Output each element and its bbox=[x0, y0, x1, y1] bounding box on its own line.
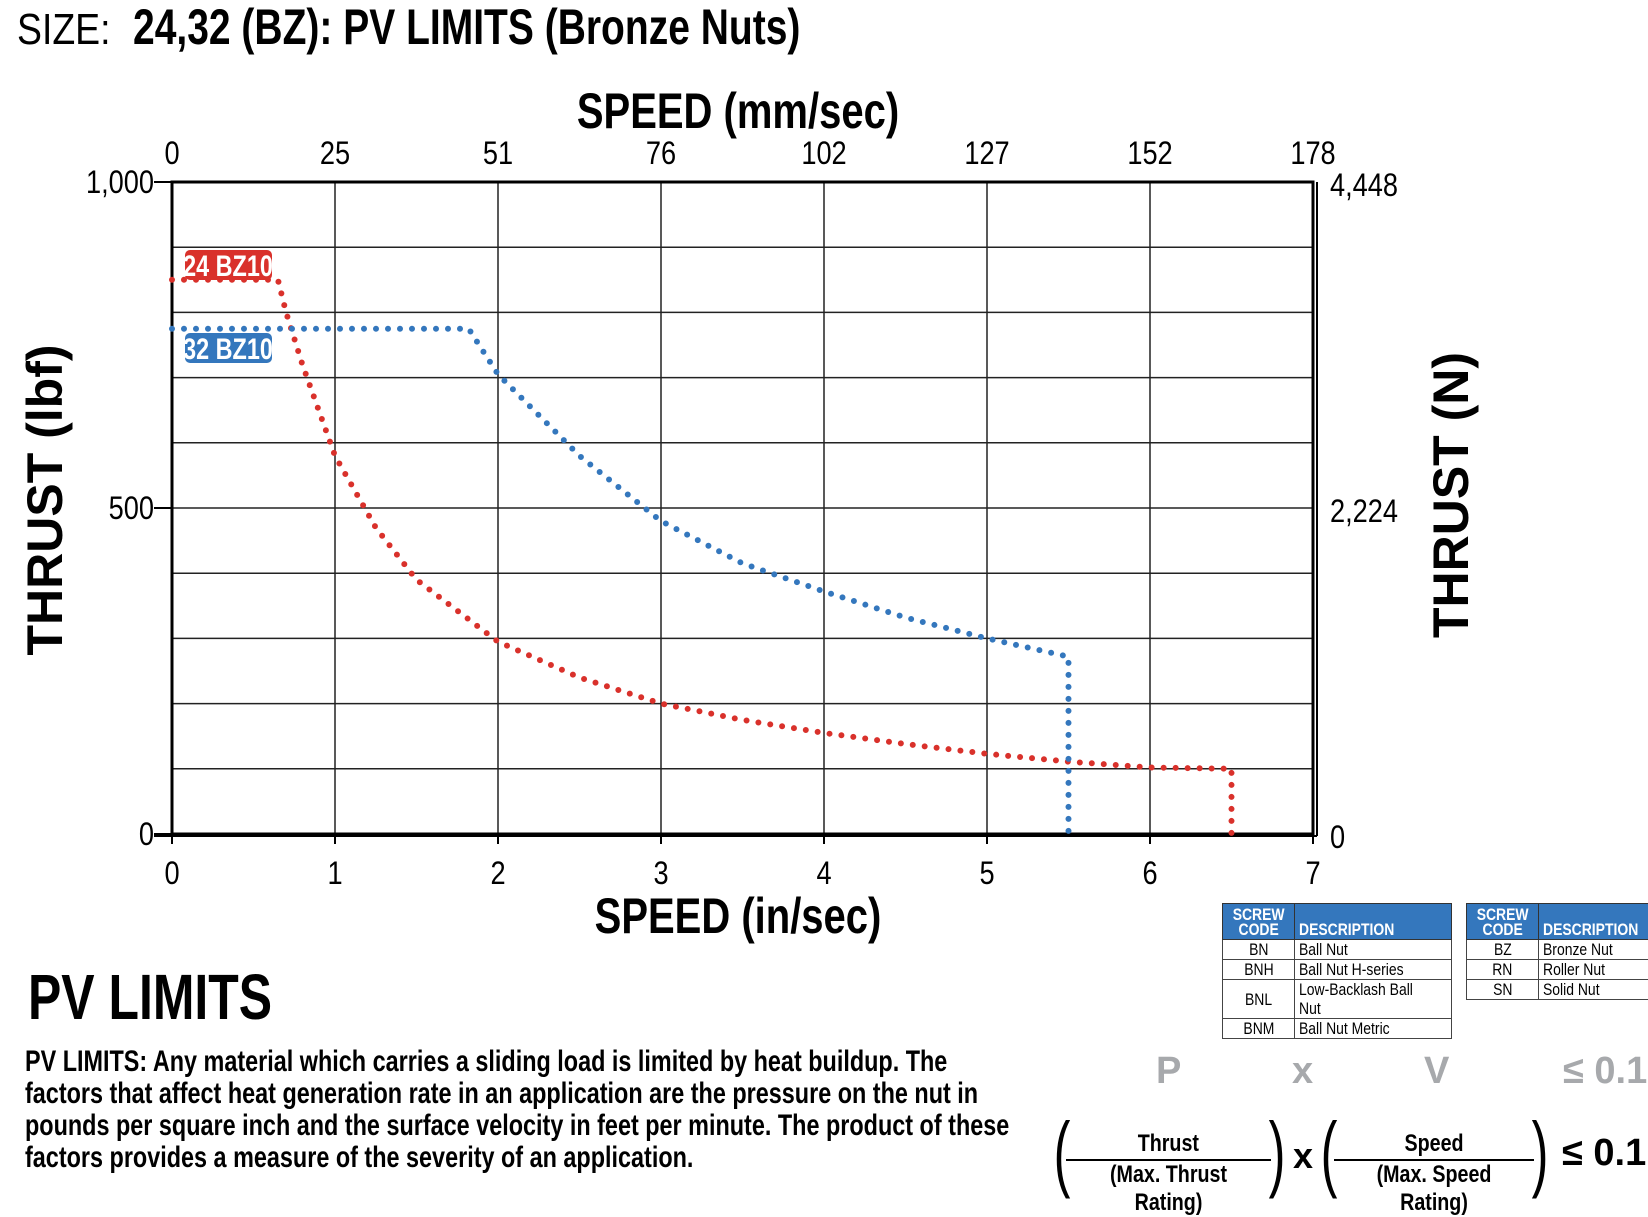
y-tick-label-group: 1,000 bbox=[86, 165, 154, 201]
y-tick-label: 0 bbox=[139, 817, 154, 853]
x-tick-label: 0 bbox=[164, 856, 179, 892]
x-axis-title-group: SPEED (in/sec) bbox=[595, 888, 882, 944]
series-label: 24 BZ10 bbox=[183, 249, 273, 282]
x-tick-label: 7 bbox=[1305, 856, 1320, 892]
x-tick-label: 3 bbox=[653, 856, 668, 892]
y-axis-title-group: THRUST (lbf) bbox=[17, 344, 73, 655]
screw-code-cell: SN bbox=[1467, 980, 1539, 1000]
x-tick-label-group: 0 bbox=[164, 856, 179, 892]
x-tick-label: 1 bbox=[327, 856, 342, 892]
x2-tick-label-group: 102 bbox=[801, 136, 846, 172]
x2-tick-label-group: 51 bbox=[483, 136, 513, 172]
x2-tick-label-group: 178 bbox=[1290, 136, 1335, 172]
x-tick-label-group: 5 bbox=[979, 856, 994, 892]
screw-code-cell: BN bbox=[1223, 940, 1295, 960]
x-tick-label: 6 bbox=[1142, 856, 1157, 892]
pv-heading-text: PV LIMITS bbox=[28, 960, 272, 1034]
x2-tick-label: 0 bbox=[164, 136, 179, 172]
x2-axis-title: SPEED (mm/sec) bbox=[577, 83, 899, 139]
y2-tick-label: 4,448 bbox=[1330, 168, 1398, 204]
y2-tick-label-group: 0 bbox=[1330, 820, 1345, 856]
pv-paragraph-text: PV LIMITS: Any material which carries a … bbox=[25, 1046, 1023, 1174]
x2-tick-label: 76 bbox=[646, 136, 676, 172]
x2-tick-label: 127 bbox=[964, 136, 1009, 172]
x2-tick-label-group: 152 bbox=[1127, 136, 1172, 172]
x-tick-label-group: 2 bbox=[490, 856, 505, 892]
screw-code-cell: BZ bbox=[1467, 940, 1539, 960]
paren-close: ) bbox=[1532, 1110, 1549, 1194]
screw-code-cell: RN bbox=[1467, 960, 1539, 980]
y-tick-label: 500 bbox=[109, 491, 154, 527]
formula-limit: ≤ 0.1 bbox=[1563, 1050, 1647, 1093]
formula-v: V bbox=[1424, 1050, 1449, 1093]
x-tick-label-group: 3 bbox=[653, 856, 668, 892]
x-tick-label-group: 6 bbox=[1142, 856, 1157, 892]
y-tick-label: 1,000 bbox=[86, 165, 154, 201]
description-cell: Low-Backlash Ball Nut bbox=[1295, 980, 1452, 1019]
x2-tick-label: 152 bbox=[1127, 136, 1172, 172]
description-cell: Solid Nut bbox=[1539, 980, 1648, 1000]
x2-axis-title-group: SPEED (mm/sec) bbox=[577, 83, 899, 139]
formula-limit-2: ≤ 0.1 bbox=[1562, 1132, 1646, 1175]
x-tick-label: 4 bbox=[816, 856, 831, 892]
x2-tick-label-group: 76 bbox=[646, 136, 676, 172]
x2-tick-label: 51 bbox=[483, 136, 513, 172]
pv-heading: PV LIMITS bbox=[28, 960, 341, 1034]
x-axis-title: SPEED (in/sec) bbox=[595, 888, 882, 944]
x2-tick-label-group: 0 bbox=[164, 136, 179, 172]
description-cell: Roller Nut bbox=[1539, 960, 1648, 980]
y-tick-label-group: 500 bbox=[109, 491, 154, 527]
x-tick-label-group: 4 bbox=[816, 856, 831, 892]
series-line-32-bz10 bbox=[172, 329, 1069, 834]
x2-tick-label: 102 bbox=[801, 136, 846, 172]
y2-tick-label-group: 4,448 bbox=[1330, 168, 1398, 204]
description-cell: Ball Nut H-series bbox=[1295, 960, 1452, 980]
x-tick-label-group: 1 bbox=[327, 856, 342, 892]
formula-p: P bbox=[1156, 1050, 1181, 1093]
paren-close: ) bbox=[1269, 1110, 1286, 1194]
x-tick-label: 2 bbox=[490, 856, 505, 892]
screw-code-cell: BNL bbox=[1223, 980, 1295, 1019]
description-cell: Ball Nut bbox=[1295, 940, 1452, 960]
screw-code-cell: BNM bbox=[1223, 1019, 1295, 1039]
series-line-24-bz10 bbox=[172, 280, 1232, 834]
x2-tick-label: 178 bbox=[1290, 136, 1335, 172]
y-tick-label-group: 0 bbox=[139, 817, 154, 853]
description-cell: Ball Nut Metric bbox=[1295, 1019, 1452, 1039]
y2-tick-label: 2,224 bbox=[1330, 494, 1398, 530]
x2-tick-label-group: 127 bbox=[964, 136, 1009, 172]
description-cell: Bronze Nut bbox=[1539, 940, 1648, 960]
y2-tick-label: 0 bbox=[1330, 820, 1345, 856]
x2-tick-label: 25 bbox=[320, 136, 350, 172]
formula-x: x bbox=[1292, 1050, 1313, 1093]
header-description: DESCRIPTION bbox=[1539, 904, 1648, 940]
y-axis-title: THRUST (lbf) bbox=[17, 344, 73, 655]
y2-axis-title-group: THRUST (N) bbox=[1423, 352, 1479, 638]
header-description: DESCRIPTION bbox=[1295, 904, 1452, 940]
y2-axis-title: THRUST (N) bbox=[1423, 352, 1479, 638]
y2-tick-label-group: 2,224 bbox=[1330, 494, 1398, 530]
formula-times: x bbox=[1293, 1135, 1313, 1177]
screw-code-cell: BNH bbox=[1223, 960, 1295, 980]
x2-tick-label-group: 25 bbox=[320, 136, 350, 172]
series-label-group: 32 BZ10 bbox=[183, 332, 273, 365]
series-label: 32 BZ10 bbox=[183, 332, 273, 365]
x-tick-label: 5 bbox=[979, 856, 994, 892]
series-label-group: 24 BZ10 bbox=[183, 249, 273, 282]
x-tick-label-group: 7 bbox=[1305, 856, 1320, 892]
